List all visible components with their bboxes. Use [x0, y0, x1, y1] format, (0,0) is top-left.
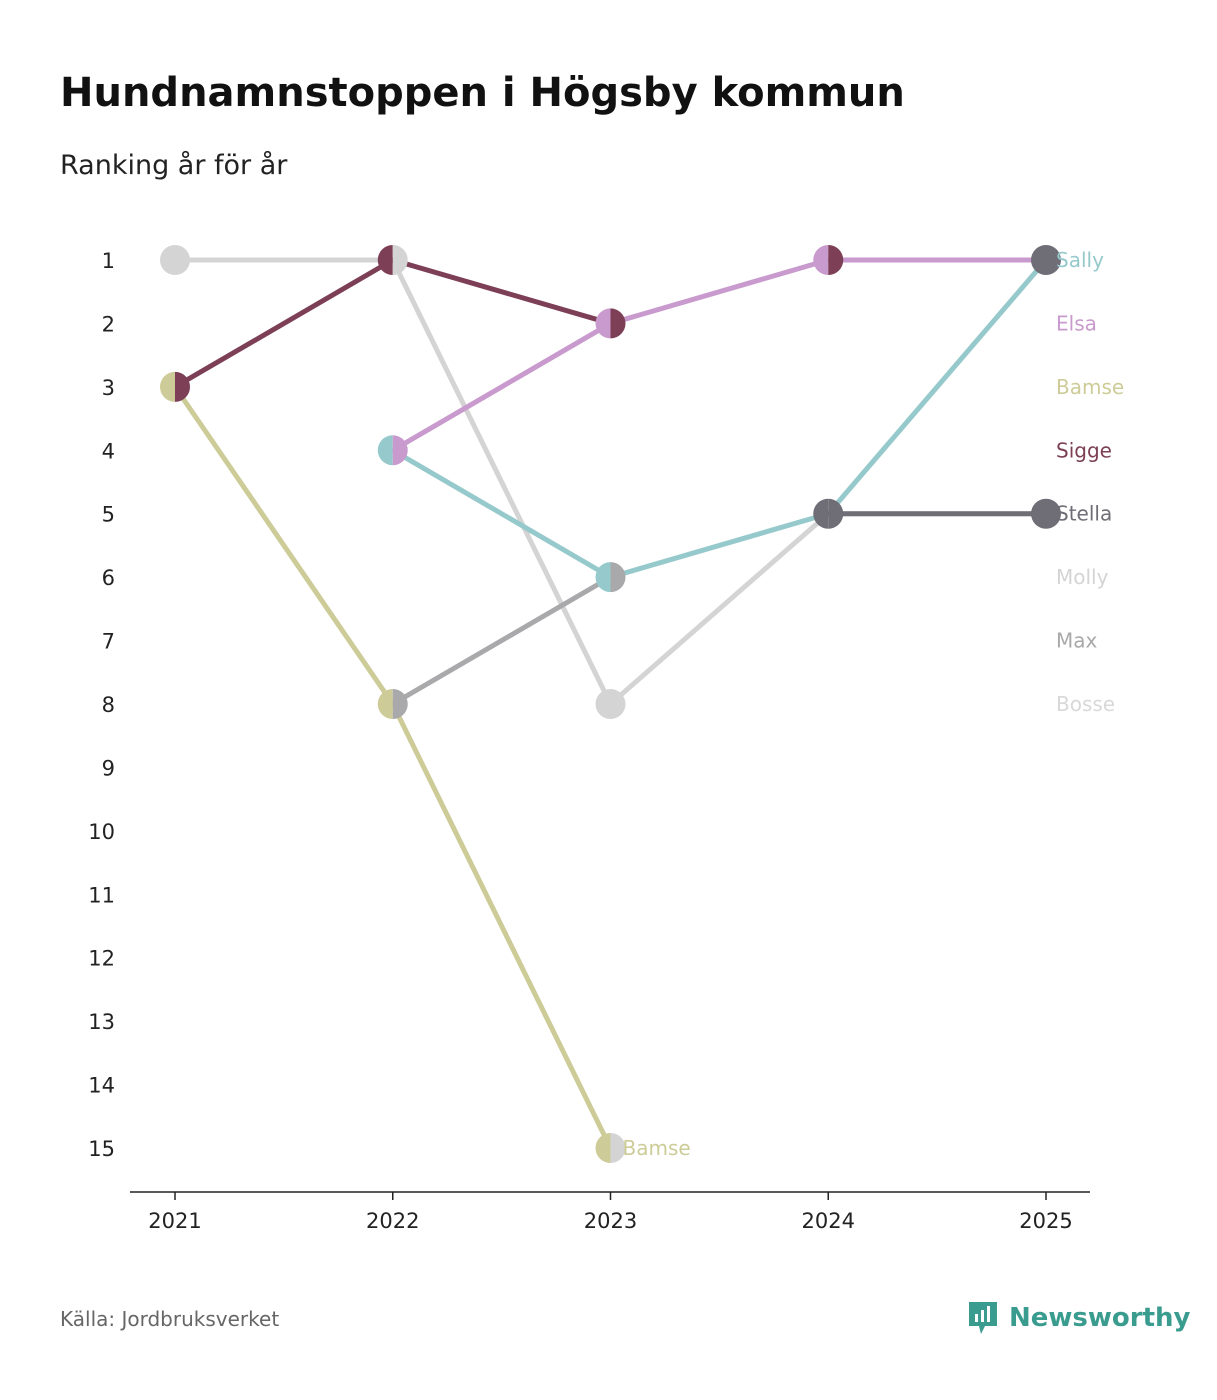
line-sigge-2021-2022 — [172, 257, 396, 390]
end-label-elsa: Elsa — [1056, 311, 1097, 335]
point-2024-rank-1 — [813, 245, 844, 275]
point-right-stella — [1046, 245, 1061, 275]
point-right-molly — [610, 689, 626, 720]
y-tick-2: 2 — [102, 312, 115, 336]
series-lines — [172, 257, 1049, 1151]
line-molly-2023-2024 — [608, 511, 831, 707]
point-left-bamse — [160, 371, 175, 402]
y-tick-1: 1 — [102, 249, 115, 273]
rank-markers — [160, 245, 1061, 1164]
y-tick-3: 3 — [102, 376, 115, 400]
y-tick-15: 15 — [88, 1137, 115, 1161]
point-right-sigge — [610, 308, 626, 339]
y-tick-14: 14 — [88, 1074, 115, 1098]
y-tick-11: 11 — [88, 883, 115, 907]
chart-subtitle: Ranking år för år — [60, 150, 288, 181]
chart-title: Hundnamnstoppen i Högsby kommun — [60, 70, 905, 116]
end-label-molly: Molly — [1056, 565, 1109, 589]
y-tick-8: 8 — [102, 693, 115, 717]
line-sigge-2022-2023 — [390, 257, 613, 326]
end-label-sigge: Sigge — [1056, 438, 1112, 462]
point-right-sigge — [175, 371, 190, 402]
line-elsa-2022-2023 — [390, 320, 613, 453]
point-right-molly — [175, 245, 190, 275]
point-2023-rank-8 — [595, 689, 626, 720]
point-left-molly — [595, 689, 611, 720]
point-right-stella — [828, 498, 844, 529]
end-label-max: Max — [1056, 629, 1098, 653]
point-left-bamse — [377, 689, 393, 720]
series-labels: Sally Elsa Bamse Sigge Stella Molly Max Bosse Ba… — [623, 248, 1125, 1160]
point-right-elsa — [392, 435, 408, 466]
y-tick-7: 7 — [102, 630, 115, 654]
point-2022-rank-1 — [377, 245, 408, 275]
point-2022-rank-4 — [377, 435, 408, 466]
point-left-stella — [1031, 245, 1046, 275]
line-bamse-2021-2022 — [172, 384, 396, 707]
x-tick-2024: 2024 — [802, 1209, 855, 1233]
end-label-bosse: Bosse — [1056, 692, 1115, 716]
x-tick-2023: 2023 — [584, 1209, 637, 1233]
y-tick-4: 4 — [102, 439, 115, 463]
end-label-stella: Stella — [1056, 502, 1112, 526]
x-tick-2021: 2021 — [148, 1209, 201, 1233]
point-right-max — [392, 689, 408, 720]
point-right-molly — [610, 1133, 626, 1164]
line-sally-2023-2024 — [608, 511, 831, 580]
x-tick-2022: 2022 — [366, 1209, 419, 1233]
y-tick-10: 10 — [88, 820, 115, 844]
point-right-max — [610, 562, 626, 593]
inline-label-bamse: Bamse — [623, 1136, 691, 1160]
point-left-bamse — [595, 1133, 611, 1164]
point-right-stella — [1046, 498, 1061, 529]
x-axis: 2021 2022 2023 2024 2025 — [130, 1191, 1090, 1233]
point-left-sally — [377, 435, 393, 466]
brand-name: Newsworthy — [1009, 1303, 1191, 1333]
point-2021-rank-3 — [160, 371, 190, 402]
point-left-sally — [595, 562, 611, 593]
point-left-sigge — [377, 245, 393, 275]
line-max-2022-2023 — [390, 574, 613, 707]
point-right-molly — [392, 245, 408, 275]
y-tick-5: 5 — [102, 503, 115, 527]
point-2023-rank-15 — [595, 1133, 626, 1164]
point-right-sigge — [828, 245, 844, 275]
point-2024-rank-5 — [813, 498, 844, 529]
line-sally-2024-2025 — [825, 257, 1049, 517]
y-tick-9: 9 — [102, 756, 115, 780]
y-tick-13: 13 — [88, 1010, 115, 1034]
line-bamse-2022-2023 — [390, 701, 613, 1151]
point-2025-rank-5 — [1031, 498, 1061, 529]
line-molly-2022-2023 — [390, 257, 613, 707]
newsworthy-logo: Newsworthy — [967, 1300, 1190, 1336]
point-2023-rank-6 — [595, 562, 626, 593]
source-note: Källa: Jordbruksverket — [60, 1307, 280, 1331]
line-sally-2022-2023 — [390, 447, 613, 580]
point-2021-rank-1 — [160, 245, 190, 275]
y-tick-6: 6 — [102, 566, 115, 590]
point-left-molly — [160, 245, 175, 275]
line-elsa-2023-2024 — [608, 257, 831, 326]
point-2023-rank-2 — [595, 308, 626, 339]
y-tick-12: 12 — [88, 947, 115, 971]
newsworthy-logo-icon — [969, 1302, 997, 1334]
end-label-bamse: Bamse — [1056, 375, 1124, 399]
point-left-stella — [813, 498, 829, 529]
point-left-stella — [1031, 498, 1046, 529]
end-label-sally: Sally — [1056, 248, 1104, 272]
point-left-elsa — [595, 308, 611, 339]
point-2025-rank-1 — [1031, 245, 1061, 275]
point-left-elsa — [813, 245, 829, 275]
x-tick-2025: 2025 — [1019, 1209, 1072, 1233]
point-2022-rank-8 — [377, 689, 408, 720]
